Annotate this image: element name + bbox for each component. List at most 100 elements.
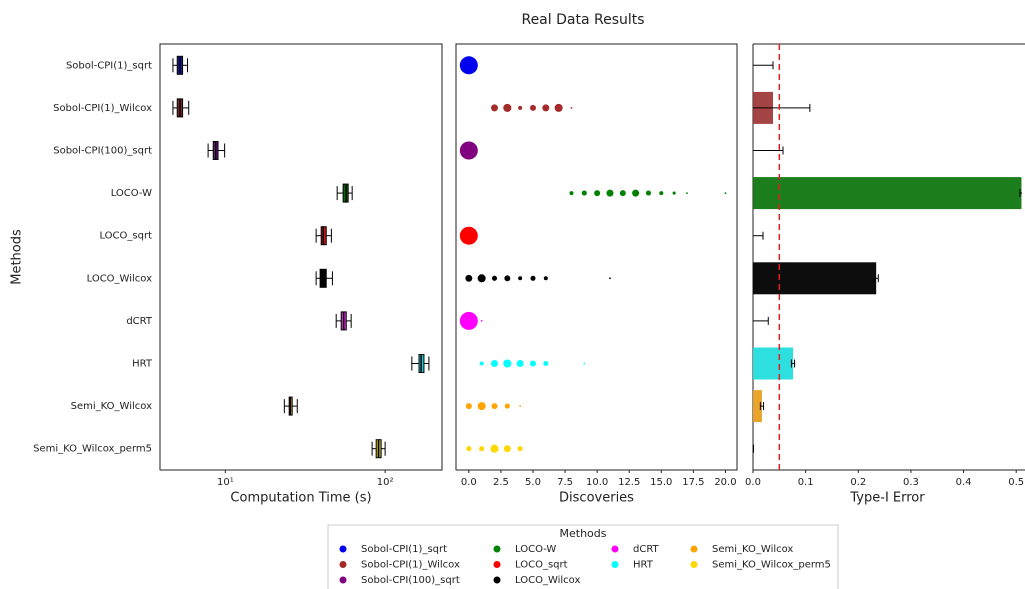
x-axis-label: Discoveries	[559, 491, 634, 506]
y-axis-label: Methods	[10, 229, 25, 285]
bar	[753, 262, 877, 295]
x-tick-label: 0.5	[1008, 477, 1024, 488]
point	[503, 445, 511, 453]
y-tick-label: dCRT	[126, 316, 153, 327]
point	[581, 190, 587, 196]
point	[491, 275, 498, 281]
point	[542, 104, 550, 112]
point	[645, 190, 652, 196]
point	[459, 56, 478, 75]
point	[491, 403, 498, 410]
legend-label: Sobol-CPI(1)_sqrt	[361, 544, 447, 555]
legend-marker	[493, 545, 501, 553]
legend-marker	[493, 576, 501, 584]
x-tick-label: 0.4	[956, 477, 972, 488]
legend-marker	[611, 561, 619, 568]
legend-label: LOCO_Wilcox	[515, 575, 580, 586]
point	[491, 360, 498, 367]
y-tick-label: HRT	[132, 359, 153, 370]
bar	[753, 347, 794, 380]
legend-title: Methods	[560, 527, 607, 540]
point	[543, 276, 548, 281]
point	[465, 403, 472, 410]
y-tick-label: LOCO-W	[111, 188, 152, 199]
plot-frame	[455, 43, 738, 471]
point	[518, 276, 523, 281]
point	[554, 103, 563, 112]
x-tick-label: 15.0	[650, 477, 672, 488]
point	[724, 192, 727, 195]
x-axis-label: Computation Time (s)	[230, 491, 371, 506]
point	[490, 444, 499, 453]
legend-marker	[690, 561, 698, 568]
legend-label: dCRT	[633, 544, 660, 555]
point	[480, 320, 483, 322]
legend-marker	[339, 576, 347, 584]
legend-marker	[339, 561, 347, 568]
point	[519, 405, 522, 407]
plot-frame	[159, 43, 443, 471]
legend-marker	[690, 545, 698, 553]
point	[517, 446, 523, 452]
point	[504, 275, 511, 282]
point	[518, 105, 523, 110]
point	[503, 103, 512, 112]
bar	[753, 390, 762, 423]
legend-label: LOCO-W	[515, 544, 556, 555]
point	[543, 360, 549, 367]
x-tick-label: 2.5	[493, 477, 509, 488]
point	[479, 361, 484, 366]
x-tick-label: 20.0	[714, 477, 736, 488]
point	[530, 275, 536, 281]
box	[319, 268, 327, 288]
y-tick-label: LOCO_Wilcox	[87, 273, 152, 284]
x-tick-label: 17.5	[682, 477, 704, 488]
legend-label: Semi_KO_Wilcox_perm5	[712, 560, 831, 571]
x-tick-label: 12.5	[618, 477, 640, 488]
point	[606, 189, 614, 197]
legend-marker	[493, 561, 501, 568]
point	[504, 403, 510, 409]
x-tick-label: 0.1	[798, 477, 814, 488]
legend-box	[327, 524, 839, 589]
point	[465, 274, 473, 282]
y-tick-label: Sobol-CPI(1)_Wilcox	[53, 103, 152, 114]
point	[491, 104, 498, 112]
legend-label: Sobol-CPI(1)_Wilcox	[361, 560, 460, 571]
legend-marker	[611, 545, 619, 553]
point	[632, 189, 640, 197]
x-axis-label: Type-I Error	[849, 491, 925, 506]
point	[619, 190, 626, 197]
x-tick-label: 0.0	[461, 477, 477, 488]
y-tick-label: LOCO_sqrt	[99, 231, 152, 242]
point	[479, 446, 485, 452]
x-tick-label: 7.5	[557, 477, 573, 488]
bar	[753, 177, 1022, 210]
x-tick-label: 10²	[377, 477, 394, 488]
point	[459, 226, 478, 245]
x-tick-label: 10.0	[586, 477, 608, 488]
point	[459, 141, 478, 160]
point	[466, 446, 472, 452]
legend-label: HRT	[633, 560, 654, 571]
y-tick-label: Semi_KO_Wilcox_perm5	[33, 444, 152, 455]
x-tick-label: 0.0	[745, 477, 761, 488]
point	[503, 359, 512, 368]
y-tick-label: Semi_KO_Wilcox	[71, 401, 152, 412]
x-tick-label: 0.3	[903, 477, 919, 488]
point	[477, 402, 486, 411]
y-tick-label: Sobol-CPI(100)_sqrt	[53, 146, 152, 157]
point	[570, 107, 573, 109]
point	[686, 192, 688, 195]
point	[594, 190, 601, 197]
point	[659, 191, 664, 196]
legend-label: Sobol-CPI(100)_sqrt	[361, 575, 460, 586]
point	[459, 311, 478, 330]
point	[530, 360, 536, 367]
chart-title: Real Data Results	[521, 12, 644, 28]
legend-marker	[339, 545, 347, 553]
x-tick-label: 0.2	[850, 477, 866, 488]
point	[609, 277, 611, 280]
point	[477, 274, 486, 283]
